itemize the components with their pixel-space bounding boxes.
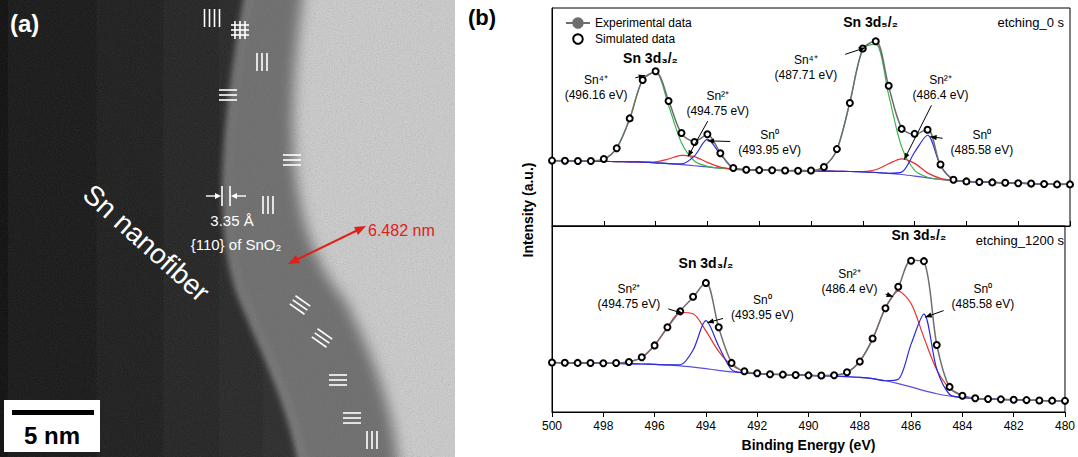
svg-text:5 nm: 5 nm xyxy=(24,422,80,449)
svg-text:(487.71 eV): (487.71 eV) xyxy=(774,68,837,82)
svg-text:482: 482 xyxy=(1004,419,1024,433)
svg-text:Sn²⁺: Sn²⁺ xyxy=(618,282,641,296)
svg-text:6.482 nm: 6.482 nm xyxy=(368,222,435,239)
svg-text:Sn nanofiber: Sn nanofiber xyxy=(77,178,216,308)
svg-text:Sn⁰: Sn⁰ xyxy=(973,128,992,142)
svg-text:(486.4 eV): (486.4 eV) xyxy=(822,282,878,296)
svg-text:488: 488 xyxy=(850,419,870,433)
svg-text:500: 500 xyxy=(542,419,562,433)
svg-text:490: 490 xyxy=(798,419,818,433)
svg-text:Binding Energy (eV): Binding Energy (eV) xyxy=(742,437,876,453)
svg-text:Sn⁰: Sn⁰ xyxy=(760,128,779,142)
svg-text:486: 486 xyxy=(901,419,921,433)
svg-text:Sn⁴⁺: Sn⁴⁺ xyxy=(794,53,818,67)
svg-text:496: 496 xyxy=(645,419,665,433)
svg-text:Intensity (a.u.): Intensity (a.u.) xyxy=(520,163,536,258)
svg-text:480: 480 xyxy=(1055,419,1075,433)
svg-text:(494.75 eV): (494.75 eV) xyxy=(686,104,749,118)
svg-text:(496.16 eV): (496.16 eV) xyxy=(565,88,628,102)
svg-text:Sn²⁺: Sn²⁺ xyxy=(838,267,861,281)
svg-text:(a): (a) xyxy=(10,10,39,37)
svg-text:Sn 3d₃/₂: Sn 3d₃/₂ xyxy=(623,50,678,66)
svg-text:etching_0 s: etching_0 s xyxy=(998,15,1065,30)
svg-text:(493.95 eV): (493.95 eV) xyxy=(738,143,801,157)
svg-text:(485.58 eV): (485.58 eV) xyxy=(951,143,1014,157)
svg-text:Sn⁰: Sn⁰ xyxy=(753,293,772,307)
svg-text:(486.4 eV): (486.4 eV) xyxy=(912,88,968,102)
svg-text:(485.58 eV): (485.58 eV) xyxy=(952,297,1015,311)
svg-text:Sn⁰: Sn⁰ xyxy=(974,282,993,296)
svg-text:484: 484 xyxy=(952,419,972,433)
svg-text:494: 494 xyxy=(696,419,716,433)
svg-text:Experimental data: Experimental data xyxy=(595,16,692,30)
svg-text:(494.75 eV): (494.75 eV) xyxy=(598,297,661,311)
svg-text:etching_1200 s: etching_1200 s xyxy=(976,233,1065,248)
svg-text:Sn⁴⁺: Sn⁴⁺ xyxy=(584,73,608,87)
svg-text:(b): (b) xyxy=(468,5,496,30)
svg-text:Sn 3d₅/₂: Sn 3d₅/₂ xyxy=(843,14,898,30)
svg-text:498: 498 xyxy=(593,419,613,433)
svg-text:Simulated data: Simulated data xyxy=(595,32,675,46)
svg-text:Sn 3d₃/₂: Sn 3d₃/₂ xyxy=(679,255,734,271)
svg-text:(493.95 eV): (493.95 eV) xyxy=(731,308,794,322)
svg-text:Sn²⁺: Sn²⁺ xyxy=(706,89,729,103)
svg-text:Sn 3d₅/₂: Sn 3d₅/₂ xyxy=(891,227,946,243)
svg-text:3.35 Å: 3.35 Å xyxy=(210,212,253,229)
svg-text:492: 492 xyxy=(747,419,767,433)
svg-text:Sn²⁺: Sn²⁺ xyxy=(929,73,952,87)
svg-text:{110} of SnO₂: {110} of SnO₂ xyxy=(191,236,282,253)
